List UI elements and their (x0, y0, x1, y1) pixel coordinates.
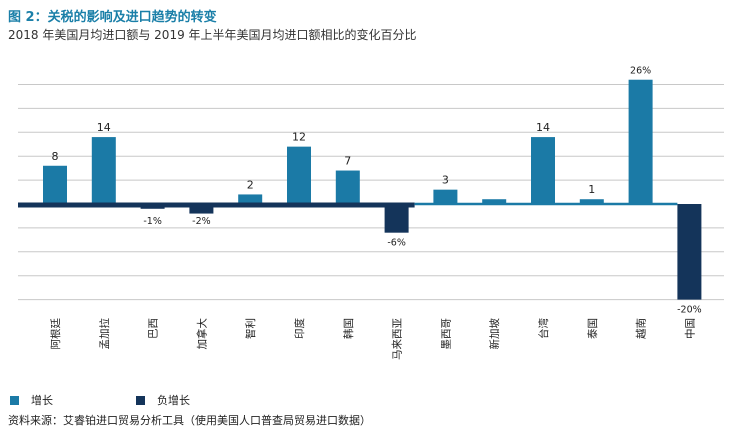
data-label: -6% (387, 238, 406, 249)
bar (433, 189, 458, 204)
x-tick-label: 泰国 (586, 318, 599, 339)
x-tick-label: 中国 (683, 318, 696, 339)
data-label: -1% (143, 216, 162, 227)
legend-swatch-growth (10, 395, 19, 405)
data-labels: 8 14 -1% -2% 2 12 7 -6% 3 14 1 26% -20% (52, 66, 702, 316)
bar (189, 204, 214, 214)
bar (677, 204, 702, 300)
legend-swatch-decline (136, 395, 145, 405)
data-label: 14 (97, 121, 111, 134)
x-tick-label: 马来西亚 (392, 318, 404, 360)
x-tick-label: 越南 (635, 318, 648, 339)
data-label: 2 (247, 178, 254, 191)
bar (335, 170, 360, 204)
data-label: 7 (344, 155, 351, 168)
gridlines (18, 84, 724, 301)
data-label: -2% (192, 216, 211, 227)
x-tick-label: 印度 (293, 318, 306, 339)
chart-title: 图 2：关税的影响及进口趋势的转变 (8, 10, 217, 25)
x-tick-label: 孟加拉 (98, 318, 111, 350)
bar (287, 146, 311, 204)
x-tick-label: 韩国 (342, 318, 355, 339)
bar (482, 199, 507, 204)
source-note: 资料来源：艾睿铂进口贸易分析工具（使用美国人口普查局贸易进口数据） (8, 414, 371, 427)
bar (384, 204, 409, 233)
data-label: 12 (292, 131, 306, 144)
chart-subtitle: 2018 年美国月均进口额与 2019 年上半年美国月均进口额相比的变化百分比 (8, 28, 417, 42)
legend-item-growth: 增长 (10, 392, 53, 408)
trend-lines (18, 202, 678, 208)
legend-label-decline: 负增长 (157, 394, 190, 407)
bar-chart: 8 14 -1% -2% 2 12 7 -6% 3 14 1 26% -20% 阿根廷 孟加拉 巴西 加拿大 智… (18, 66, 724, 360)
bars (43, 79, 702, 300)
bar (628, 79, 653, 204)
x-tick-label: 加拿大 (195, 318, 208, 350)
bar (91, 137, 116, 204)
data-label: 14 (536, 121, 550, 134)
data-label: 3 (442, 174, 449, 187)
data-label: 8 (52, 150, 59, 163)
data-label: 26% (630, 66, 651, 77)
data-label: -20% (677, 305, 702, 316)
legend-item-decline: 负增长 (136, 392, 190, 408)
x-tick-label: 台湾 (537, 318, 550, 339)
data-label: 1 (588, 183, 595, 196)
x-tick-label: 墨西哥 (440, 318, 452, 350)
x-tick-label: 巴西 (148, 318, 160, 339)
legend-label-growth: 增长 (31, 394, 53, 407)
x-tick-label: 新加坡 (488, 318, 501, 350)
bar (43, 165, 67, 204)
x-tick-label: 智利 (244, 318, 257, 339)
bar (531, 137, 555, 204)
bar (238, 194, 263, 204)
x-tick-label: 阿根廷 (49, 318, 62, 350)
x-tick-labels: 阿根廷 孟加拉 巴西 加拿大 智利 印度 韩国 马来西亚 墨西哥 新加坡 台湾 泰国 越南 中国 (49, 318, 696, 360)
bar (579, 199, 604, 204)
